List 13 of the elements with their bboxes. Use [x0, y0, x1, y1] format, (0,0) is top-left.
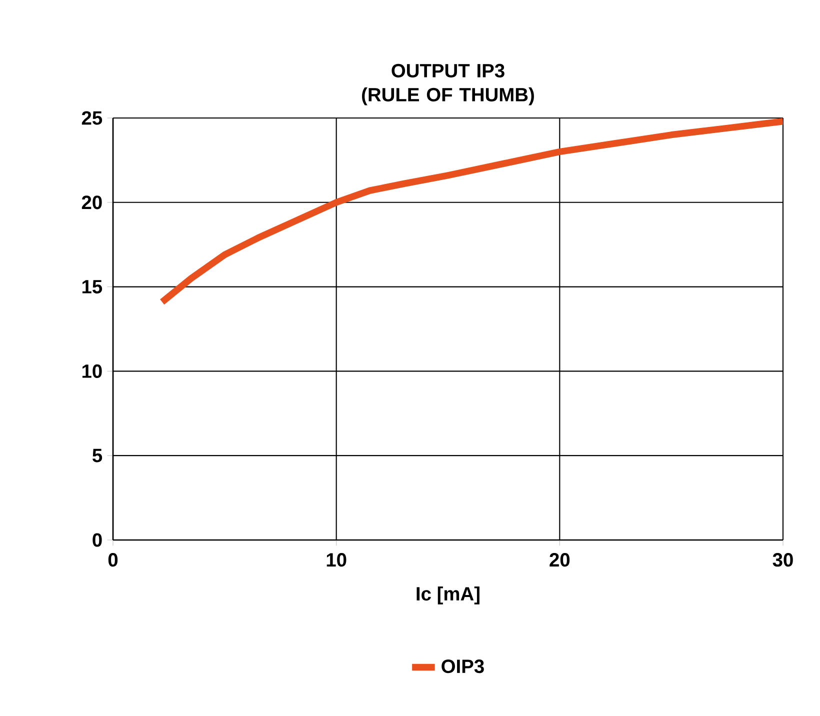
- x-tick-label: 10: [326, 553, 346, 567]
- legend-label: OIP3: [442, 660, 484, 674]
- y-tick-label: 25: [82, 111, 102, 125]
- x-tick-label: 30: [772, 553, 793, 567]
- y-tick-label: 15: [82, 280, 102, 294]
- chart-title: OUTPUT IP3 (RULE OF THUMB): [362, 64, 534, 106]
- y-tick-label: 10: [82, 364, 102, 378]
- x-axis-title: Ic [mA]: [416, 586, 480, 604]
- y-tick-label: 20: [82, 196, 102, 210]
- x-tick-label: 20: [550, 553, 570, 567]
- y-tick-label: 0: [92, 533, 102, 547]
- y-tick-label: 5: [92, 448, 102, 462]
- x-tick-label: 0: [108, 553, 118, 567]
